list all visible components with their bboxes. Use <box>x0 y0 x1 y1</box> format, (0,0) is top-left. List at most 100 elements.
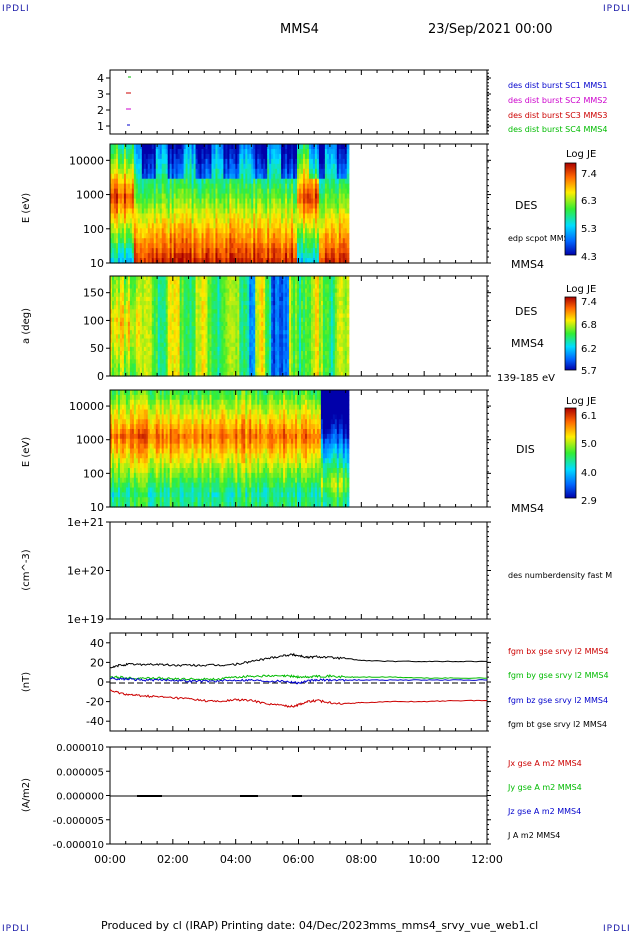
spectrogram-cell <box>169 288 173 294</box>
spectrogram-cell <box>217 213 221 219</box>
spectrogram-cell <box>263 326 266 331</box>
spectrogram-cell <box>255 188 258 195</box>
spectrogram-cell <box>197 355 201 360</box>
spectrogram-cell <box>139 326 143 331</box>
spectrogram-cell <box>145 198 149 205</box>
spectrogram-cell <box>340 193 344 200</box>
spectrogram-cell <box>139 313 143 319</box>
spectrogram-cell <box>177 218 181 224</box>
spectrogram-cell <box>191 148 195 155</box>
spectrogram-cell <box>157 284 161 290</box>
spectrogram-cell <box>169 193 173 200</box>
spectrogram-cell <box>157 173 161 180</box>
spectrogram-cell <box>111 346 115 352</box>
spectrogram-cell <box>237 334 240 340</box>
spectrogram-cell <box>215 153 219 160</box>
spectrogram-cell <box>275 342 278 348</box>
spectrogram-cell <box>235 280 238 285</box>
spectrogram-cell <box>243 223 246 229</box>
spectrogram-cell <box>281 193 284 200</box>
spectrogram-cell <box>165 188 169 195</box>
spectrogram-cell <box>219 223 223 229</box>
spectrogram-cell <box>153 258 157 264</box>
spectrogram-cell <box>241 163 244 170</box>
spectrogram-cell <box>308 223 312 229</box>
spectrogram-cell <box>233 173 236 180</box>
spectrogram-cell <box>173 296 177 302</box>
spectrogram-cell <box>191 346 195 352</box>
spectrogram-cell <box>223 148 226 155</box>
spectrogram-cell <box>211 363 215 369</box>
spectrogram-cell <box>110 168 113 175</box>
spectrogram-cell <box>211 317 215 323</box>
spectrogram-cell <box>177 213 181 219</box>
spectrogram-cell <box>207 313 211 319</box>
spectrogram-cell <box>253 292 256 298</box>
spectrogram-cell <box>167 351 171 356</box>
spectrogram-cell <box>141 213 145 219</box>
spectrogram-cell <box>185 276 189 281</box>
spectrogram-cell <box>189 305 193 310</box>
spectrogram-cell <box>265 153 268 160</box>
spectrogram-cell <box>185 288 189 294</box>
spectrogram-cell <box>241 313 244 319</box>
spectrogram-cell <box>297 223 300 229</box>
spectrogram-cell <box>203 355 207 360</box>
spectrogram-cell <box>255 342 258 348</box>
spectrogram-cell <box>187 253 191 259</box>
spectrogram-cell <box>237 342 240 348</box>
spectrogram-cell <box>324 233 328 239</box>
spectrogram-cell <box>193 313 197 319</box>
spectrogram-cell <box>167 213 171 219</box>
spectrogram-cell <box>139 309 143 315</box>
spectrogram-cell <box>289 253 292 259</box>
spectrogram-cell <box>217 153 221 160</box>
spectrogram-cell <box>117 351 121 356</box>
spectrogram-cell <box>135 238 139 244</box>
spectrogram-cell <box>281 253 284 259</box>
spectrogram-cell <box>153 346 157 352</box>
spectrogram-cell <box>197 292 201 298</box>
spectrogram-cell <box>221 233 225 239</box>
spectrogram-cell <box>201 238 205 244</box>
spectrogram-cell <box>111 288 115 294</box>
spectrogram-cell <box>127 305 131 310</box>
spectrogram-cell <box>155 188 159 195</box>
spectrogram-cell <box>127 292 131 298</box>
spectrogram-cell <box>125 326 129 331</box>
spectrogram-cell <box>340 228 344 234</box>
spectrogram-cell <box>145 305 149 310</box>
spectrogram-cell <box>275 296 278 302</box>
spectrogram-cell <box>306 183 310 190</box>
spectrogram-cell <box>171 355 175 360</box>
spectrogram-cell <box>205 148 209 155</box>
spectrogram-cell <box>111 148 115 155</box>
spectrogram-cell <box>344 238 348 244</box>
spectrogram-cell <box>223 223 226 229</box>
spectrogram-cell <box>137 213 141 219</box>
spectrogram-cell <box>213 193 217 200</box>
spectrogram-cell <box>177 258 181 264</box>
spectrogram-cell <box>293 153 296 160</box>
spectrogram-cell <box>346 183 350 190</box>
spectrogram-cell <box>259 313 262 319</box>
spectrogram-cell <box>169 258 173 264</box>
spectrogram-cell <box>201 301 205 306</box>
spectrogram-cell <box>189 148 193 155</box>
spectrogram-cell <box>143 258 147 264</box>
spectrogram-cell <box>219 288 223 294</box>
spectrogram-cell <box>137 208 141 215</box>
spectrogram-cell <box>157 178 161 185</box>
spectrogram-cell <box>187 296 191 302</box>
spectrogram-cell <box>119 321 123 327</box>
spectrogram-cell <box>145 258 149 264</box>
spectrogram-cell <box>157 309 161 315</box>
spectrogram-cell <box>177 351 181 356</box>
spectrogram-cell <box>316 213 320 219</box>
spectrogram-cell <box>177 346 181 352</box>
spectrogram-cell <box>285 233 288 239</box>
spectrogram-cell <box>225 243 228 249</box>
spectrogram-cell <box>301 208 304 215</box>
spectrogram-cell <box>265 253 268 259</box>
spectrogram-cell <box>251 346 254 352</box>
